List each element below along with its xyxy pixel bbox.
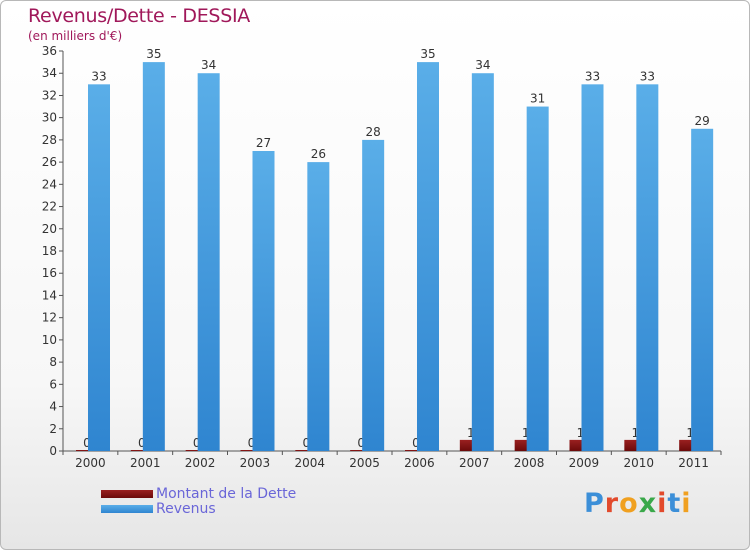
bar-debt bbox=[240, 450, 263, 451]
y-tick-label: 0 bbox=[49, 444, 57, 458]
x-tick-label: 2008 bbox=[514, 456, 545, 470]
y-tick-label: 24 bbox=[42, 177, 57, 191]
x-tick-label: 2009 bbox=[569, 456, 600, 470]
y-tick-label: 22 bbox=[42, 200, 57, 214]
data-label-revenue: 35 bbox=[146, 47, 161, 61]
y-tick-label: 14 bbox=[42, 288, 57, 302]
y-tick-label: 28 bbox=[42, 133, 57, 147]
data-label-revenue: 34 bbox=[475, 58, 490, 72]
bar-debt bbox=[514, 439, 537, 451]
x-tick-label: 2010 bbox=[623, 456, 654, 470]
data-label-debt: 1 bbox=[632, 426, 640, 440]
data-label-debt: 0 bbox=[138, 436, 146, 450]
x-tick-label: 2007 bbox=[459, 456, 490, 470]
data-label-debt: 0 bbox=[248, 436, 256, 450]
bar-debt bbox=[185, 450, 208, 451]
bar-debt bbox=[569, 439, 592, 451]
data-label-debt: 1 bbox=[522, 426, 530, 440]
data-label-revenue: 33 bbox=[91, 69, 106, 83]
data-label-debt: 0 bbox=[193, 436, 201, 450]
logo-letter: i bbox=[681, 488, 692, 519]
data-label-debt: 0 bbox=[83, 436, 91, 450]
data-label-debt: 0 bbox=[412, 436, 420, 450]
data-label-revenue: 27 bbox=[256, 136, 271, 150]
bar-revenue bbox=[362, 139, 385, 451]
y-tick-label: 36 bbox=[42, 44, 57, 58]
y-tick-label: 34 bbox=[42, 66, 57, 80]
bar-revenue bbox=[417, 62, 439, 451]
y-tick-label: 26 bbox=[42, 155, 57, 169]
bar-debt bbox=[405, 450, 427, 451]
bar-revenue bbox=[88, 84, 110, 451]
legend-label-revenue: Revenus bbox=[156, 501, 216, 517]
bar-debt bbox=[679, 439, 702, 451]
x-tick-label: 2011 bbox=[678, 456, 709, 470]
logo-letter: r bbox=[604, 488, 620, 519]
bar-revenue bbox=[636, 84, 659, 451]
y-tick-label: 4 bbox=[49, 400, 57, 414]
data-label-revenue: 33 bbox=[585, 69, 600, 83]
y-tick-label: 8 bbox=[49, 355, 57, 369]
x-tick-label: 2003 bbox=[240, 456, 271, 470]
logo-letter: x bbox=[638, 488, 658, 519]
proxiti-logo: Proxiti bbox=[584, 488, 692, 519]
x-tick-label: 2005 bbox=[349, 456, 380, 470]
bar-revenue bbox=[307, 162, 330, 451]
logo-letter: t bbox=[667, 488, 682, 519]
bar-revenue bbox=[581, 84, 604, 451]
data-label-revenue: 34 bbox=[201, 58, 216, 72]
y-tick-label: 32 bbox=[42, 88, 57, 102]
bar-debt bbox=[295, 450, 318, 451]
x-tick-label: 2004 bbox=[294, 456, 325, 470]
data-label-revenue: 31 bbox=[530, 92, 545, 106]
x-tick-label: 2001 bbox=[130, 456, 161, 470]
y-tick-label: 16 bbox=[42, 266, 57, 280]
bar-revenue bbox=[691, 128, 714, 451]
chart-title: Revenus/Dette - DESSIA bbox=[28, 5, 250, 27]
data-label-debt: 0 bbox=[303, 436, 311, 450]
data-label-debt: 0 bbox=[357, 436, 365, 450]
y-tick-label: 10 bbox=[42, 333, 57, 347]
bar-debt bbox=[624, 439, 647, 451]
data-label-debt: 1 bbox=[467, 426, 475, 440]
x-tick-label: 2000 bbox=[75, 456, 106, 470]
bar-revenue bbox=[252, 151, 275, 451]
y-tick-label: 6 bbox=[49, 377, 57, 391]
bar-debt bbox=[350, 450, 373, 451]
bar-revenue bbox=[197, 73, 220, 451]
y-tick-label: 2 bbox=[49, 422, 57, 436]
legend-label-debt: Montant de la Dette bbox=[156, 486, 297, 502]
y-tick-label: 20 bbox=[42, 222, 57, 236]
logo-letter: o bbox=[619, 488, 639, 519]
y-tick-label: 12 bbox=[42, 311, 57, 325]
data-label-debt: 1 bbox=[686, 426, 694, 440]
data-label-debt: 1 bbox=[577, 426, 585, 440]
data-label-revenue: 28 bbox=[366, 125, 381, 139]
chart-subtitle: (en milliers d'€) bbox=[28, 29, 123, 43]
data-label-revenue: 35 bbox=[420, 47, 435, 61]
bar-revenue bbox=[142, 62, 165, 451]
bar-debt bbox=[459, 439, 482, 451]
data-label-revenue: 33 bbox=[640, 69, 655, 83]
x-tick-label: 2002 bbox=[185, 456, 216, 470]
logo-letter: i bbox=[657, 488, 668, 519]
logo-letter: P bbox=[584, 488, 605, 519]
y-tick-label: 18 bbox=[42, 244, 57, 258]
bar-revenue bbox=[526, 106, 549, 452]
x-tick-label: 2006 bbox=[404, 456, 435, 470]
bar-revenue bbox=[471, 73, 494, 451]
bar-debt bbox=[76, 450, 98, 451]
data-label-revenue: 29 bbox=[695, 114, 710, 128]
legend-swatch-revenue bbox=[101, 505, 153, 513]
y-tick-label: 30 bbox=[42, 111, 57, 125]
bar-debt bbox=[130, 450, 153, 451]
data-label-revenue: 26 bbox=[311, 147, 326, 161]
legend-swatch-debt bbox=[101, 490, 153, 498]
